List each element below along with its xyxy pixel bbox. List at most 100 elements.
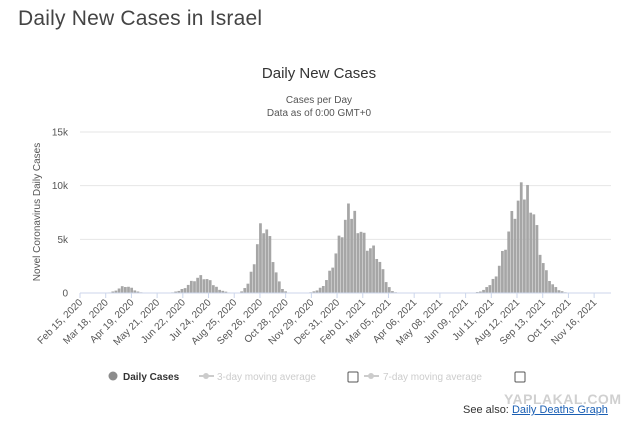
bar — [277, 281, 281, 293]
bar — [538, 254, 542, 293]
bar — [353, 210, 357, 293]
bar — [208, 280, 212, 293]
legend: Daily Cases 3-day moving average 7-day m… — [108, 371, 526, 384]
bar — [362, 232, 366, 293]
bar — [325, 280, 328, 293]
bar — [271, 262, 275, 293]
bar — [535, 225, 539, 293]
checkbox-7-day[interactable] — [514, 371, 526, 383]
legend-item-3-day-moving-average[interactable]: 3-day moving average — [199, 372, 316, 383]
chart-subtitle-line1: Cases per Day — [286, 95, 352, 106]
bar — [221, 290, 225, 293]
see-also-prefix: See also: — [463, 404, 509, 416]
bar — [334, 253, 338, 293]
bar — [387, 287, 391, 293]
bar — [554, 287, 558, 293]
y-tick-label: 5k — [57, 235, 69, 246]
bar — [356, 233, 360, 293]
legend-label-daily-cases: Daily Cases — [123, 372, 180, 383]
bar — [545, 270, 548, 293]
bar — [205, 279, 209, 293]
chart-title: Daily New Cases — [262, 65, 376, 82]
bar — [199, 275, 203, 293]
bar — [532, 214, 536, 293]
bar — [315, 290, 319, 293]
bar — [211, 285, 215, 293]
bar — [133, 290, 137, 293]
bar — [259, 223, 262, 293]
bar — [331, 267, 335, 293]
bar — [340, 237, 344, 293]
bar — [516, 200, 520, 293]
x-tick-label: Nov 16, 2021 — [549, 297, 599, 347]
bar — [494, 276, 498, 293]
bar — [274, 272, 278, 293]
bar — [523, 199, 526, 293]
bar — [488, 285, 492, 293]
bar — [268, 236, 272, 293]
watermark: YAPLAKAL.COM — [504, 391, 622, 407]
bar — [343, 219, 347, 293]
bar — [284, 291, 287, 293]
legend-marker-daily-cases — [108, 371, 118, 381]
page-title: Daily New Cases in Israel — [18, 7, 263, 30]
bar — [114, 290, 118, 293]
bar — [526, 184, 529, 293]
bar — [193, 281, 196, 293]
legend-label-7-day: 7-day moving average — [383, 372, 482, 383]
bar — [497, 265, 501, 293]
bar — [240, 291, 243, 293]
bar — [350, 218, 353, 293]
bar — [541, 263, 545, 293]
y-tick-label: 10k — [52, 181, 69, 192]
legend-item-daily-cases[interactable]: Daily Cases — [108, 371, 180, 384]
bar — [519, 182, 523, 293]
bar — [391, 291, 394, 293]
bar — [246, 283, 250, 293]
bar — [252, 264, 256, 293]
bar — [265, 229, 269, 293]
bar — [557, 290, 561, 293]
bar — [255, 244, 259, 293]
bar — [215, 286, 218, 293]
bar — [196, 277, 199, 293]
bar — [365, 250, 369, 293]
checkbox-3-day[interactable] — [347, 371, 359, 383]
bar — [485, 287, 489, 293]
bar — [359, 231, 363, 293]
bar — [189, 280, 193, 293]
bar — [177, 290, 181, 293]
bar — [328, 270, 331, 293]
y-axis-title: Novel Coronavirus Daily Cases — [32, 143, 43, 281]
bar — [111, 291, 115, 293]
bar — [337, 235, 341, 293]
bar — [347, 203, 350, 293]
bar — [249, 271, 253, 293]
bar — [482, 289, 485, 293]
legend-marker-7-day — [368, 373, 374, 379]
daily-deaths-graph-link[interactable]: Daily Deaths Graph — [511, 404, 608, 416]
legend-marker-3-day — [203, 373, 209, 379]
bar — [479, 291, 482, 293]
bar — [218, 289, 221, 293]
bar — [384, 282, 388, 293]
bar — [372, 245, 375, 293]
bar — [548, 281, 551, 293]
bar — [183, 288, 187, 293]
bar — [375, 258, 379, 293]
bar — [180, 289, 184, 293]
chart-subtitle-line2: Data as of 0:00 GMT+0 — [267, 108, 372, 119]
bar — [130, 287, 134, 293]
bar — [510, 210, 514, 293]
bar — [501, 250, 504, 293]
bars — [108, 182, 567, 293]
bar — [369, 248, 372, 293]
bar — [262, 233, 265, 293]
bar — [123, 287, 127, 293]
bar — [551, 284, 555, 293]
bar — [127, 286, 130, 293]
legend-item-7-day-moving-average[interactable]: 7-day moving average — [364, 372, 482, 383]
bar — [504, 249, 507, 293]
